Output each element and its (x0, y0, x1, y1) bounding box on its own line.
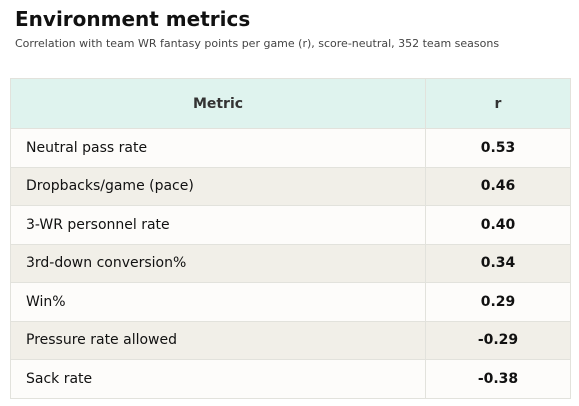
value-cell: 0.29 (425, 282, 571, 322)
table-row: 3rd-down conversion% 0.34 (10, 243, 571, 283)
value-cell: 0.53 (425, 128, 571, 168)
metric-cell: 3-WR personnel rate (10, 205, 426, 245)
metrics-table: Metric r Neutral pass rate 0.53 Dropbacks/g… (10, 78, 571, 399)
value-cell: 0.34 (425, 243, 571, 283)
table-row: Sack rate -0.38 (10, 359, 571, 399)
table-body: Neutral pass rate 0.53 Dropbacks/game (pac… (10, 128, 571, 399)
table-row: Pressure rate allowed -0.29 (10, 320, 571, 360)
table-head: Metric r (10, 78, 571, 129)
value-cell: 0.46 (425, 166, 571, 206)
metric-cell: Dropbacks/game (pace) (10, 166, 426, 206)
column-header: r (425, 78, 571, 129)
metric-cell: Sack rate (10, 359, 426, 399)
subtitle: Correlation with team WR fantasy points … (15, 37, 500, 50)
value-cell: -0.38 (425, 359, 571, 399)
column-header: Metric (10, 78, 426, 129)
header-row: Metric r (10, 78, 571, 129)
metric-cell: Neutral pass rate (10, 128, 426, 168)
metric-cell: 3rd-down conversion% (10, 243, 426, 283)
table-row: Win% 0.29 (10, 282, 571, 322)
table-row: Dropbacks/game (pace) 0.46 (10, 166, 571, 206)
metric-cell: Win% (10, 282, 426, 322)
table-row: 3-WR personnel rate 0.40 (10, 205, 571, 245)
title: Environment metrics (15, 7, 251, 31)
table-row: Neutral pass rate 0.53 (10, 128, 571, 168)
metric-cell: Pressure rate allowed (10, 320, 426, 360)
value-cell: -0.29 (425, 320, 571, 360)
value-cell: 0.40 (425, 205, 571, 245)
